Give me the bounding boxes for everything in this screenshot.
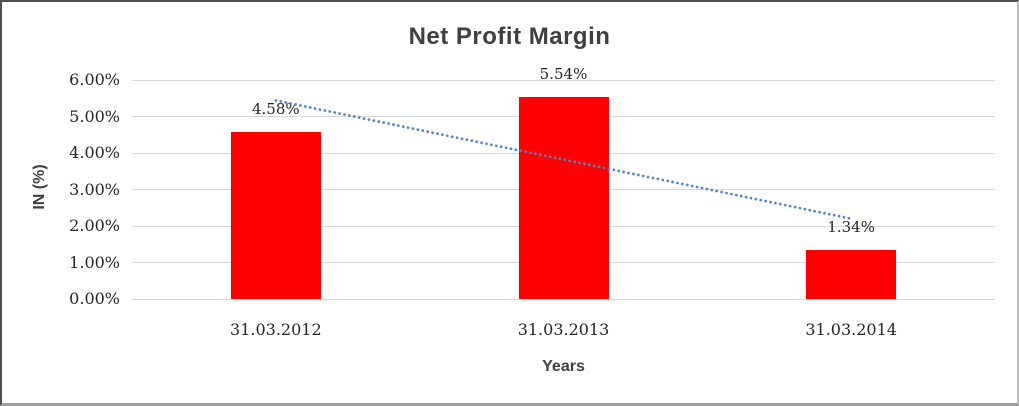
y-tick-label: 2.00% — [69, 216, 120, 235]
y-tick-label: 6.00% — [69, 70, 120, 89]
x-category-label: 31.03.2013 — [517, 320, 610, 339]
y-tick-label: 4.00% — [69, 143, 120, 162]
bar — [518, 96, 609, 299]
x-axis-title: Years — [542, 358, 585, 375]
bar — [230, 131, 321, 299]
y-tick-label: 5.00% — [69, 106, 120, 126]
gridline — [132, 298, 995, 300]
y-tick-label: 1.00% — [69, 252, 120, 272]
data-label: 4.58% — [252, 99, 300, 118]
y-tick-label: 0.00% — [69, 289, 120, 308]
gridline — [132, 79, 995, 81]
chart-title: Net Profit Margin — [408, 23, 611, 50]
trendline — [274, 99, 853, 221]
x-category-label: 31.03.2012 — [230, 320, 322, 339]
x-category-label: 31.03.2014 — [805, 320, 897, 339]
y-tick-label: 3.00% — [69, 179, 120, 199]
data-label: 5.54% — [539, 64, 588, 83]
data-label: 1.34% — [827, 218, 875, 237]
bar — [806, 250, 897, 299]
